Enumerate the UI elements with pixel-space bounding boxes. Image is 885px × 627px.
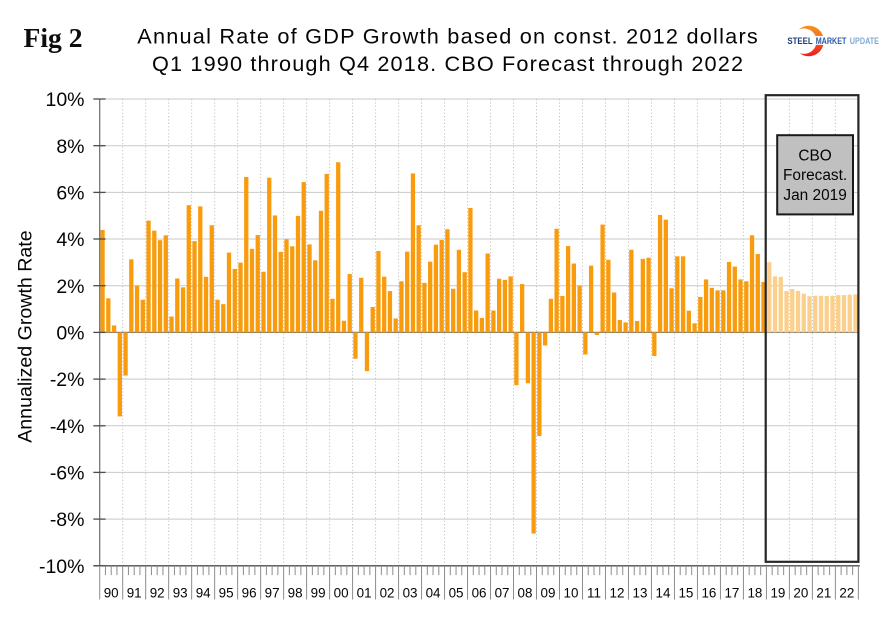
svg-text:09: 09 [541,586,556,601]
svg-text:CBO: CBO [798,147,831,164]
svg-text:90: 90 [104,586,119,601]
svg-text:21: 21 [816,586,831,601]
svg-text:94: 94 [196,586,211,601]
svg-text:03: 03 [403,586,418,601]
svg-text:Annual Rate of GDP Growth base: Annual Rate of GDP Growth based on const… [137,23,758,48]
svg-text:99: 99 [311,586,326,601]
svg-text:17: 17 [724,586,739,601]
svg-text:96: 96 [242,586,257,601]
svg-text:2%: 2% [56,276,84,298]
svg-text:05: 05 [449,586,464,601]
svg-text:-4%: -4% [50,416,85,438]
svg-text:12: 12 [610,586,625,601]
svg-text:06: 06 [472,586,487,601]
svg-text:91: 91 [127,586,142,601]
svg-text:98: 98 [288,586,303,601]
svg-text:19: 19 [770,586,785,601]
svg-text:Forecast.: Forecast. [783,167,847,184]
svg-text:0%: 0% [56,323,84,345]
svg-text:Q1 1990 through Q4 2018. CBO F: Q1 1990 through Q4 2018. CBO Forecast th… [152,51,743,76]
svg-text:Jan 2019: Jan 2019 [783,187,846,204]
svg-text:STEEL: STEEL [787,36,813,46]
svg-text:02: 02 [380,586,395,601]
svg-text:92: 92 [150,586,165,601]
svg-text:13: 13 [633,586,648,601]
svg-text:18: 18 [747,586,762,601]
svg-text:-6%: -6% [50,463,85,485]
svg-text:11: 11 [587,586,601,601]
svg-text:Annualized Growth Rate: Annualized Growth Rate [15,230,37,442]
svg-text:20: 20 [793,586,808,601]
svg-text:04: 04 [426,586,441,601]
svg-text:8%: 8% [56,136,84,158]
svg-text:15: 15 [678,586,693,601]
svg-text:-8%: -8% [50,509,85,531]
svg-text:01: 01 [357,586,372,601]
svg-text:95: 95 [219,586,234,601]
svg-text:07: 07 [495,586,510,601]
svg-text:22: 22 [839,586,854,601]
svg-text:10: 10 [564,586,579,601]
svg-text:6%: 6% [56,183,84,205]
svg-text:14: 14 [656,586,671,601]
svg-text:10%: 10% [45,89,84,111]
svg-text:-2%: -2% [50,369,85,391]
svg-text:97: 97 [265,586,280,601]
svg-text:16: 16 [701,586,716,601]
svg-text:93: 93 [173,586,188,601]
svg-text:-10%: -10% [39,556,85,578]
svg-text:Fig 2: Fig 2 [24,22,83,53]
svg-text:4%: 4% [56,229,84,251]
svg-text:MARKET: MARKET [816,36,847,46]
svg-text:08: 08 [518,586,533,601]
svg-text:UPDATE: UPDATE [850,36,879,46]
svg-text:00: 00 [334,586,349,601]
